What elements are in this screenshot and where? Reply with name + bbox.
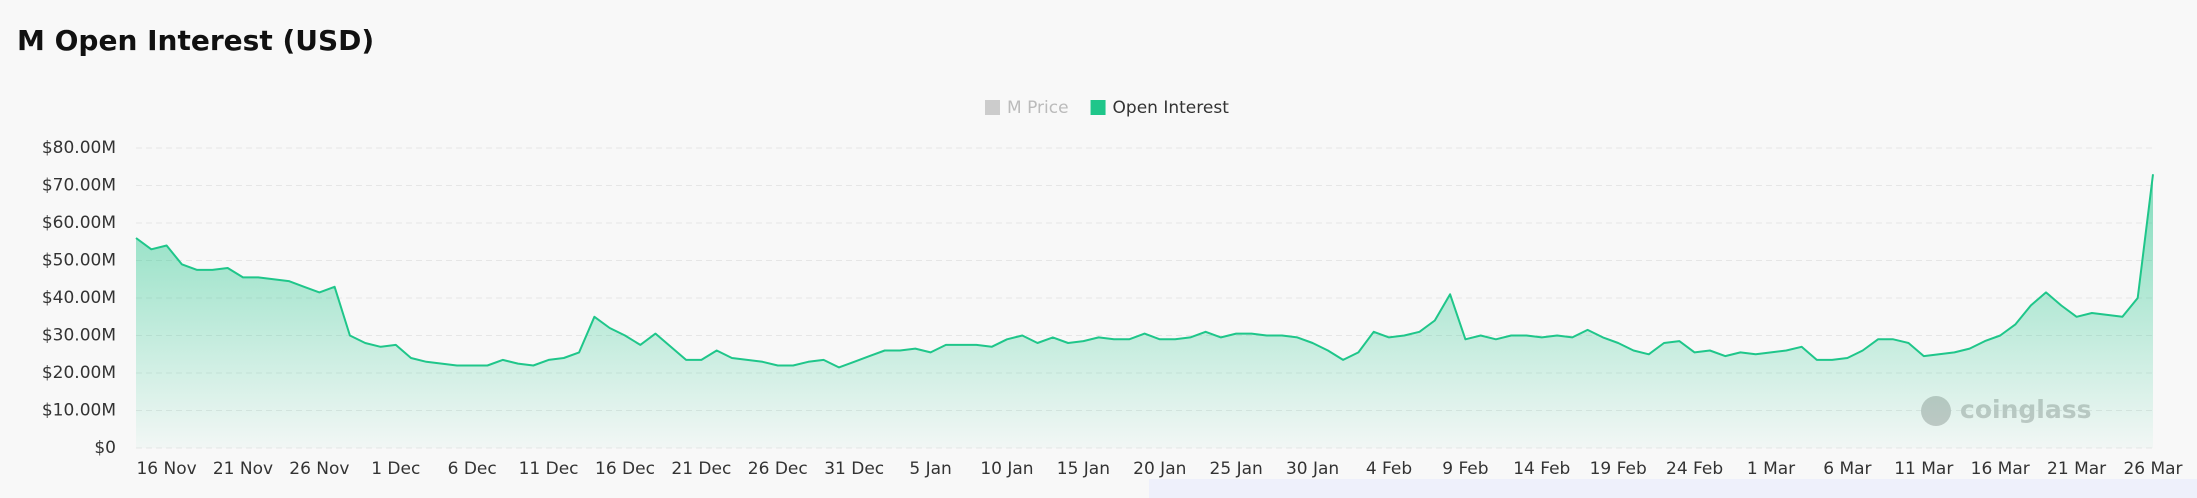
x-tick-label: 26 Nov: [289, 459, 349, 479]
legend-label: M Price: [1007, 98, 1069, 118]
x-tick-label: 24 Feb: [1666, 459, 1723, 479]
y-tick-label: $60.00M: [42, 213, 116, 233]
area: [136, 174, 2153, 449]
chart-title: M Open Interest (USD): [17, 24, 374, 57]
y-tick-label: $30.00M: [42, 326, 116, 346]
y-tick-label: $40.00M: [42, 288, 116, 308]
legend-swatch: [985, 100, 1000, 115]
x-tick-label: 21 Mar: [2047, 459, 2106, 479]
line: [135, 174, 2154, 369]
x-tick-label: 5 Jan: [909, 459, 951, 479]
x-tick-label: 16 Nov: [136, 459, 196, 479]
x-tick-label: 20 Jan: [1133, 459, 1186, 479]
x-tick-label: 16 Mar: [1971, 459, 2030, 479]
x-tick-label: 6 Dec: [448, 459, 497, 479]
x-tick-label: 1 Dec: [371, 459, 420, 479]
x-tick-label: 10 Jan: [980, 459, 1033, 479]
x-tick-label: 26 Mar: [2123, 459, 2182, 479]
x-tick-label: 16 Dec: [595, 459, 655, 479]
bottom-strip: [1149, 479, 2197, 498]
x-tick-label: 15 Jan: [1057, 459, 1110, 479]
y-tick-label: $10.00M: [42, 401, 116, 421]
x-tick-label: 11 Dec: [519, 459, 579, 479]
x-tick-label: 11 Mar: [1894, 459, 1953, 479]
x-tick-label: 14 Feb: [1513, 459, 1570, 479]
x-tick-label: 30 Jan: [1286, 459, 1339, 479]
x-tick-label: 21 Dec: [671, 459, 731, 479]
legend-label: Open Interest: [1113, 98, 1230, 118]
y-tick-label: $20.00M: [42, 363, 116, 383]
x-tick-label: 9 Feb: [1442, 459, 1488, 479]
x-tick-label: 1 Mar: [1747, 459, 1795, 479]
y-tick-label: $80.00M: [42, 138, 116, 158]
y-tick-label: $50.00M: [42, 251, 116, 271]
legend-swatch: [1090, 100, 1106, 115]
y-tick-label: $70.00M: [42, 176, 116, 196]
x-tick-label: 19 Feb: [1590, 459, 1647, 479]
x-tick-label: 21 Nov: [213, 459, 273, 479]
x-tick-label: 6 Mar: [1823, 459, 1871, 479]
y-tick-label: $0: [94, 438, 116, 458]
x-tick-label: 26 Dec: [748, 459, 808, 479]
x-tick-label: 31 Dec: [824, 459, 884, 479]
x-tick-label: 4 Feb: [1366, 459, 1412, 479]
x-tick-label: 25 Jan: [1210, 459, 1263, 479]
